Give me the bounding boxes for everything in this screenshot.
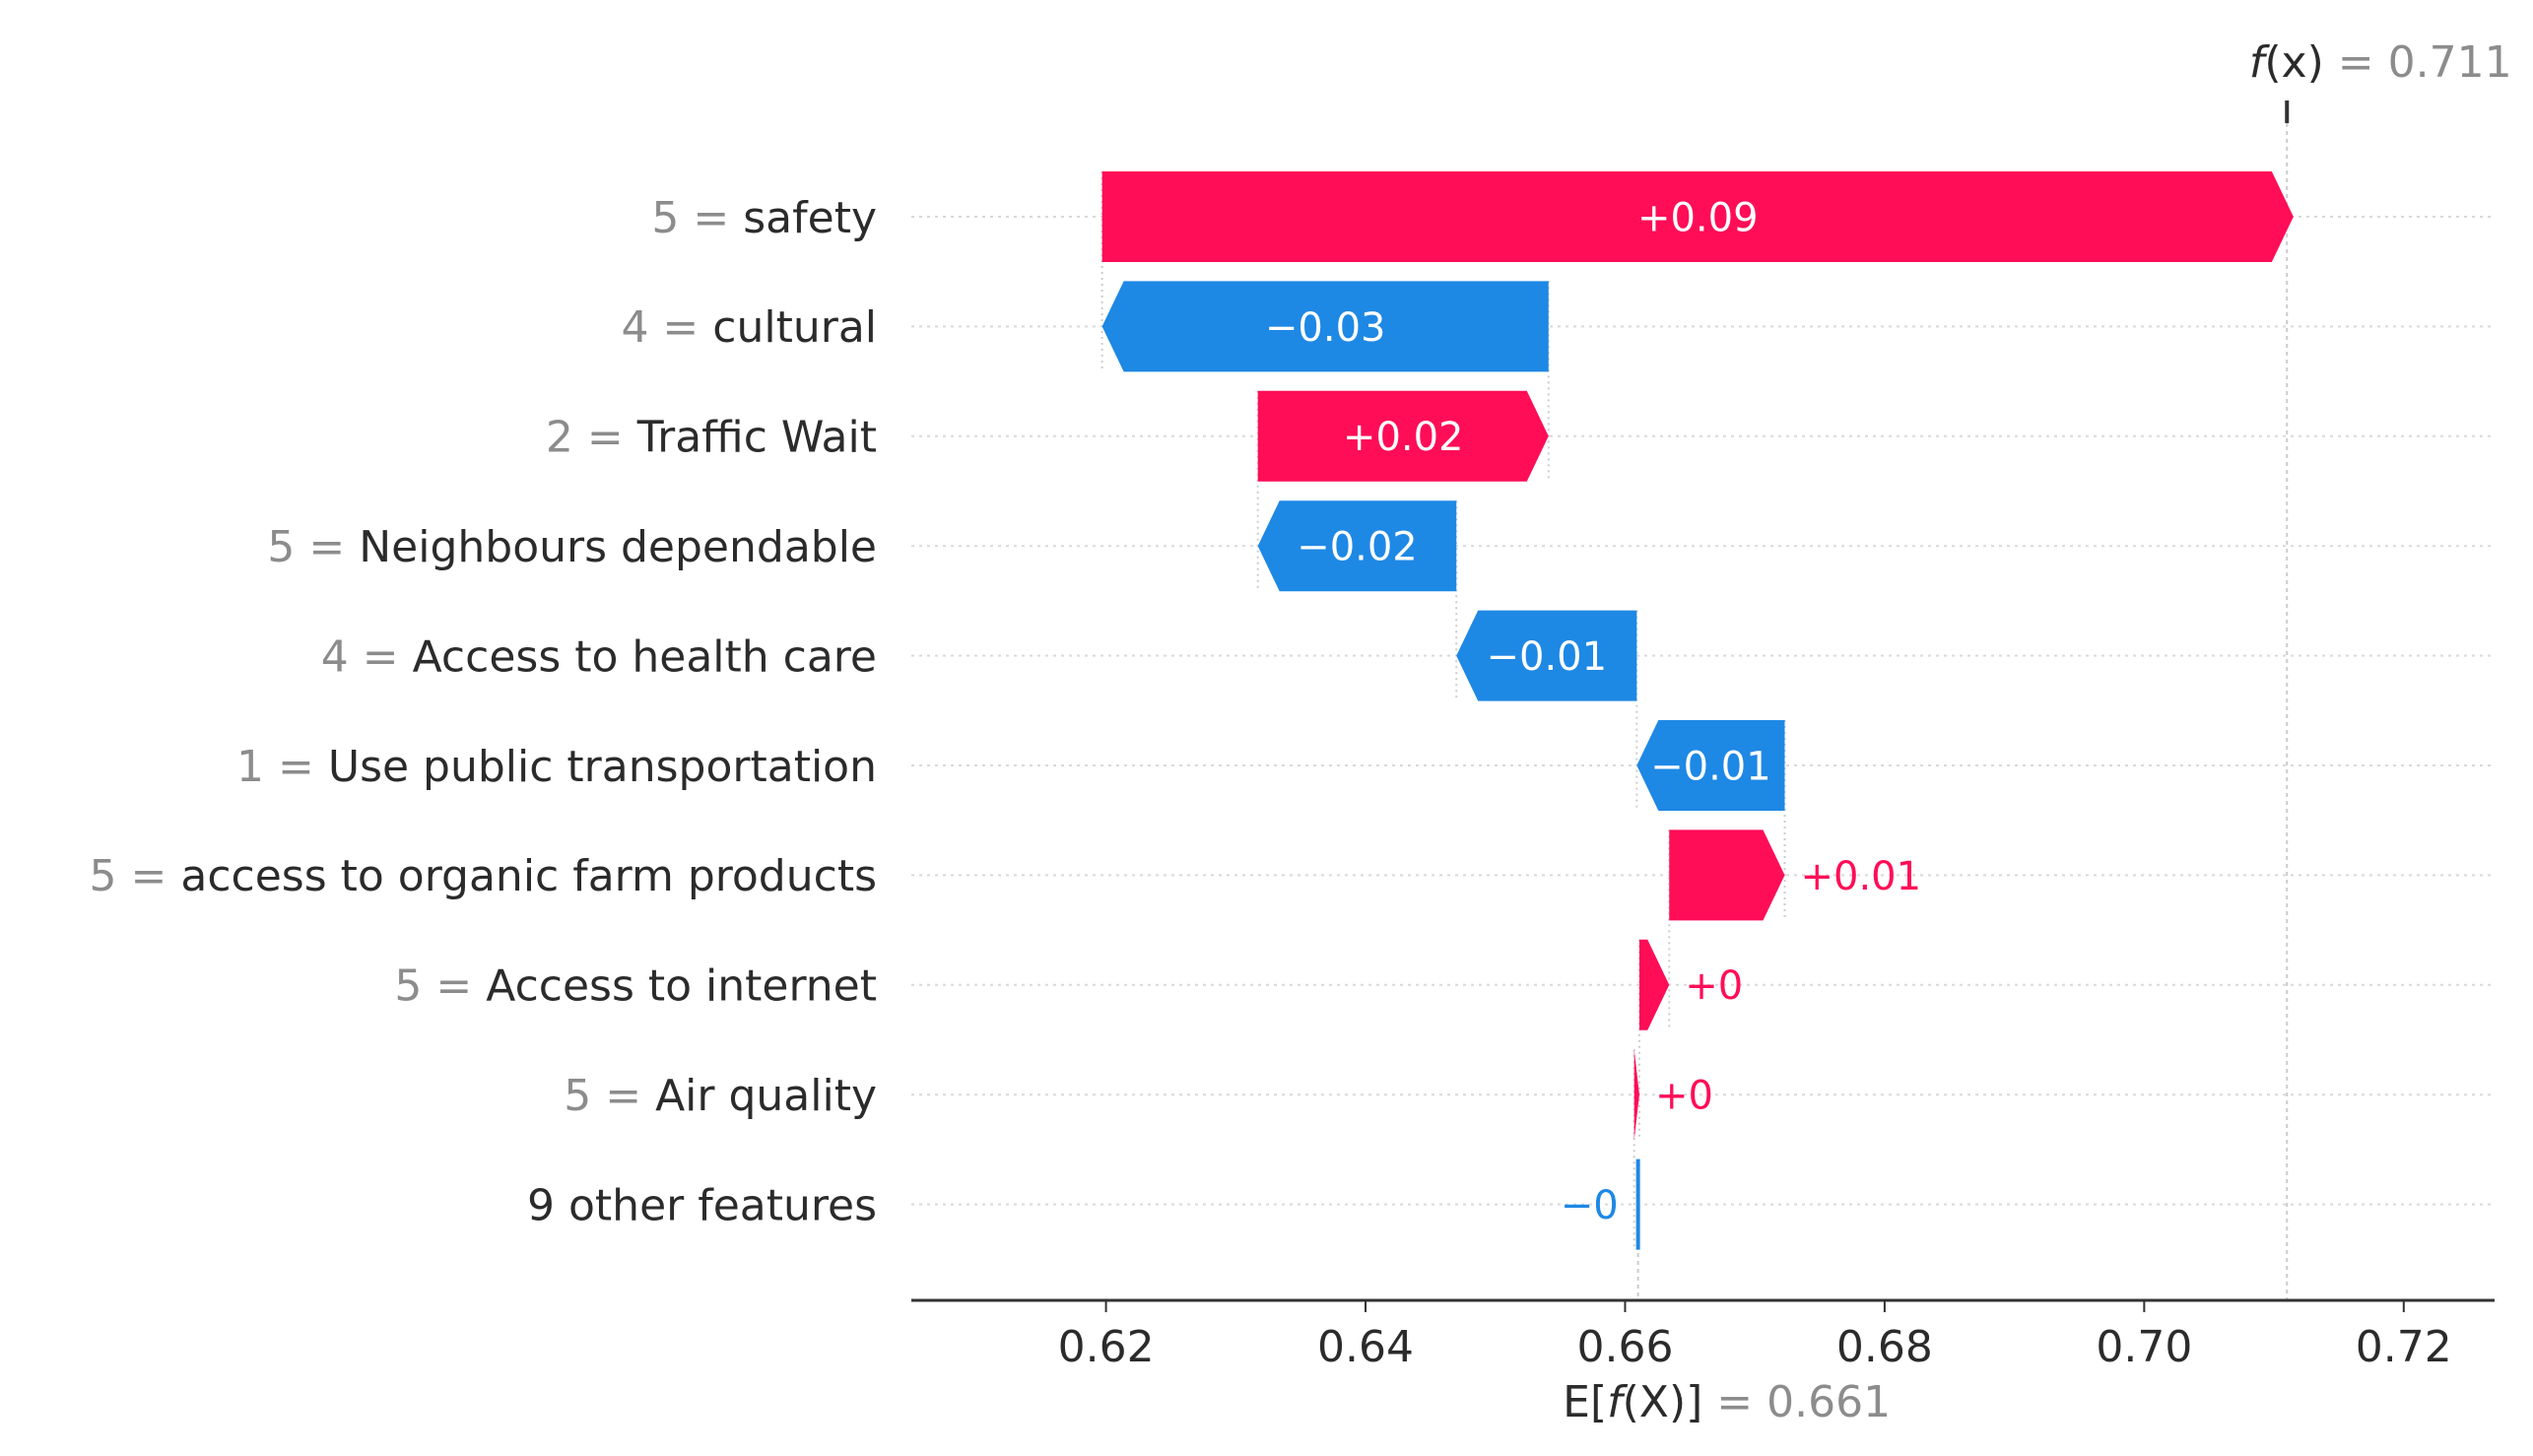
feature-label: 5 = access to organic farm products <box>90 851 877 901</box>
feature-label: 5 = Neighbours dependable <box>267 522 877 572</box>
feature-label: 4 = Access to health care <box>321 631 877 682</box>
x-tick-label: 0.70 <box>2096 1322 2192 1372</box>
feature-label: 9 other features <box>527 1180 877 1230</box>
bar-value-label: +0 <box>1685 963 1743 1009</box>
x-tick-label: 0.64 <box>1317 1322 1414 1372</box>
grid-layer <box>911 123 2495 1300</box>
waterfall-bar <box>1669 829 1785 921</box>
feature-label: 2 = Traffic Wait <box>546 413 877 463</box>
feature-label: 1 = Use public transportation <box>236 742 877 792</box>
axis-layer: 0.62 0.64 0.66 0.68 0.70 0.72 E[f(X)] = 0.661 f… <box>911 37 2512 1427</box>
bar-value-label: −0.01 <box>1486 634 1607 680</box>
x-tick-label: 0.62 <box>1058 1322 1155 1372</box>
x-tick-label: 0.72 <box>2356 1322 2452 1372</box>
waterfall-bar <box>1257 500 1457 592</box>
waterfall-bar <box>1638 939 1670 1030</box>
bar-value-label: −0.03 <box>1265 305 1386 351</box>
feature-label: 5 = Air quality <box>564 1071 877 1121</box>
waterfall-bar <box>1101 281 1549 372</box>
waterfall-bar <box>1101 171 2294 262</box>
base-value-label: E[f(X)] = 0.661 <box>1563 1377 1891 1427</box>
x-tick-label: 0.68 <box>1836 1322 1933 1372</box>
waterfall-bar <box>1636 720 1785 811</box>
bar-value-label: +0.09 <box>1637 195 1759 240</box>
feature-label: 4 = cultural <box>621 302 877 353</box>
bar-value-label: −0.02 <box>1297 525 1418 570</box>
output-value-label: f(x) = 0.711 <box>2249 37 2512 88</box>
waterfall-bar <box>1456 610 1637 701</box>
x-tick-label: 0.66 <box>1576 1322 1673 1372</box>
bar-value-label: −0 <box>1561 1183 1619 1228</box>
bar-layer <box>1101 171 2294 1250</box>
bar-value-label: +0.01 <box>1800 854 1921 899</box>
bar-value-label: +0 <box>1655 1074 1713 1119</box>
bar-value-label: +0.02 <box>1343 415 1464 460</box>
feature-label: 5 = safety <box>651 193 877 243</box>
feature-label: 5 = Access to internet <box>394 961 877 1012</box>
waterfall-bar <box>1257 390 1549 482</box>
bar-value-label: −0.01 <box>1650 744 1771 789</box>
label-layer: 5 = safety +0.09 4 = cultural −0.03 2 = Traf… <box>90 193 1922 1231</box>
waterfall-bar <box>1633 1049 1639 1141</box>
